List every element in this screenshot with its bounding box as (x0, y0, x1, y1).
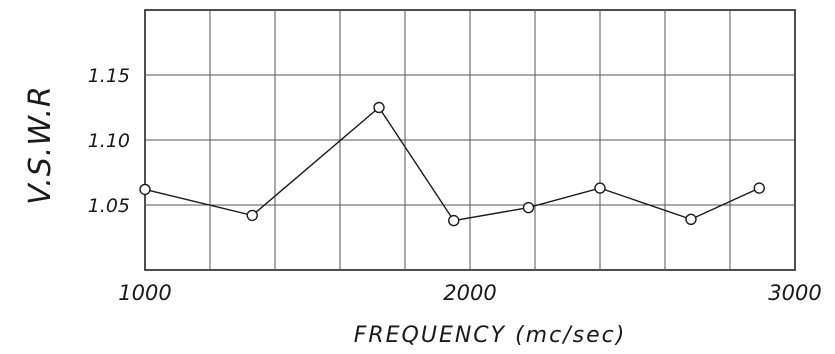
tick-labels: 1000 2000 3000 1.05 1.10 1.15 (88, 65, 822, 305)
y-tick-label: 1.10 (88, 130, 130, 152)
x-tick-label: 2000 (443, 281, 496, 305)
y-tick-label: 1.05 (88, 195, 130, 217)
data-point (753, 182, 765, 194)
x-axis-label: FREQUENCY (mc/sec) (354, 323, 627, 348)
y-axis-label: V.S.W.R (23, 85, 58, 205)
y-tick-label: 1.15 (88, 65, 130, 87)
data-point (448, 214, 460, 227)
data-point (594, 182, 606, 194)
x-tick-label: 3000 (768, 281, 821, 305)
data-point (373, 101, 385, 114)
x-tick-label: 1000 (118, 281, 171, 305)
grid (145, 10, 795, 270)
data-series (139, 101, 765, 227)
data-point (139, 183, 151, 196)
data-point (685, 213, 697, 226)
data-point (522, 201, 535, 214)
series-line (144, 106, 760, 222)
data-point (246, 209, 258, 222)
